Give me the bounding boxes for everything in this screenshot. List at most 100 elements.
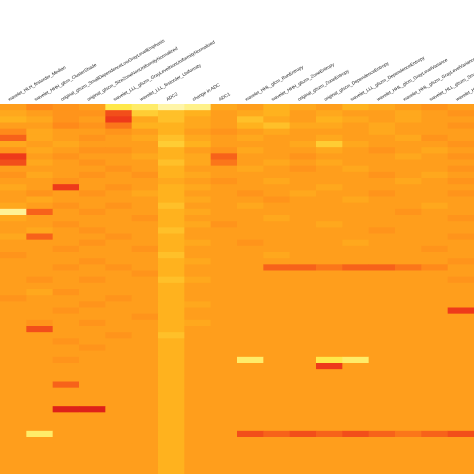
heatmap-cell [237, 375, 264, 382]
heatmap-cell [26, 455, 54, 463]
heatmap-cell [79, 406, 106, 413]
heatmap-cell [289, 418, 317, 426]
heatmap-cell [105, 393, 133, 401]
heatmap-cell [237, 276, 264, 284]
heatmap-cell [263, 159, 291, 167]
heatmap-cell [79, 400, 106, 407]
heatmap-cell [79, 128, 106, 136]
heatmap-cell [421, 116, 449, 123]
heatmap-cell [0, 153, 27, 160]
heatmap-cell [26, 326, 54, 333]
heatmap-cell [131, 141, 159, 148]
heatmap-cell [368, 443, 396, 450]
heatmap-cell [105, 128, 133, 136]
heatmap-cell [158, 116, 185, 123]
heatmap-cell [237, 128, 264, 136]
heatmap-cell [395, 301, 422, 308]
heatmap-cell [263, 387, 291, 395]
heatmap-cell [421, 190, 449, 197]
heatmap-cell [210, 134, 238, 142]
heatmap-cell [0, 437, 27, 444]
heatmap-cell [131, 134, 159, 142]
heatmap-cell [184, 350, 212, 358]
heatmap-cell [289, 122, 317, 130]
heatmap-cell [368, 430, 396, 438]
heatmap-cell [210, 282, 238, 290]
heatmap-cell [368, 381, 396, 389]
heatmap-cell [131, 461, 159, 469]
heatmap-cell [395, 443, 422, 450]
heatmap-cell [237, 171, 264, 179]
heatmap-cell [79, 264, 106, 271]
heatmap-cell [263, 233, 291, 241]
heatmap-cell [184, 221, 212, 228]
heatmap-cell [447, 461, 474, 469]
heatmap-cell [289, 171, 317, 179]
heatmap-cell [210, 252, 238, 259]
heatmap-cell [237, 202, 264, 210]
heatmap-cell [368, 319, 396, 327]
heatmap-cell [210, 116, 238, 123]
heatmap-cell [79, 455, 106, 463]
heatmap-cell [316, 116, 343, 123]
heatmap-cell [0, 239, 27, 247]
heatmap-cell [342, 165, 370, 173]
heatmap-cell [342, 190, 370, 197]
heatmap-cell [447, 455, 474, 463]
heatmap-cell [26, 245, 54, 253]
heatmap-cell [79, 215, 106, 222]
heatmap-cell [263, 400, 291, 407]
heatmap-cell [158, 282, 185, 290]
heatmap-cell [289, 443, 317, 450]
heatmap-cell [131, 332, 159, 339]
heatmap-cell [237, 258, 264, 265]
heatmap-cell [158, 208, 185, 216]
heatmap-cell [447, 276, 474, 284]
heatmap-cell [289, 424, 317, 432]
heatmap-cell [263, 258, 291, 265]
heatmap-cell [421, 270, 449, 278]
heatmap-cell [79, 467, 106, 474]
heatmap-cell [131, 165, 159, 173]
heatmap-cell [210, 258, 238, 265]
heatmap-cell [79, 184, 106, 191]
heatmap-cell [210, 295, 238, 302]
heatmap-cell [447, 449, 474, 456]
heatmap-cell [395, 215, 422, 222]
heatmap-cell [158, 400, 185, 407]
heatmap-cell [26, 276, 54, 284]
heatmap-cell [447, 141, 474, 148]
heatmap-cell [421, 215, 449, 222]
heatmap-cell [52, 326, 80, 333]
heatmap-cell [26, 332, 54, 339]
heatmap-cell [184, 461, 212, 469]
heatmap-cell [184, 449, 212, 456]
heatmap-cell [184, 215, 212, 222]
heatmap-cell [421, 128, 449, 136]
heatmap-cell [184, 301, 212, 308]
heatmap-cell [316, 369, 343, 376]
heatmap-cell [421, 184, 449, 191]
heatmap-cell [395, 418, 422, 426]
heatmap-cell [79, 430, 106, 438]
heatmap-cell [184, 455, 212, 463]
heatmap-cell [105, 449, 133, 456]
heatmap-cell [316, 252, 343, 259]
heatmap-cell [79, 418, 106, 426]
heatmap-cell [0, 233, 27, 241]
heatmap-cell [447, 295, 474, 302]
heatmap-cell [289, 363, 317, 370]
heatmap-cell [237, 215, 264, 222]
heatmap-cell [26, 208, 54, 216]
heatmap-cell [52, 282, 80, 290]
heatmap-cell [79, 381, 106, 389]
heatmap-cell [158, 141, 185, 148]
heatmap-cell [237, 443, 264, 450]
heatmap-cell [447, 202, 474, 210]
heatmap-cell [447, 104, 474, 111]
heatmap-cell [395, 282, 422, 290]
heatmap-cell [210, 387, 238, 395]
heatmap-cell [447, 128, 474, 136]
heatmap-cell [316, 443, 343, 450]
heatmap-cell [52, 122, 80, 130]
